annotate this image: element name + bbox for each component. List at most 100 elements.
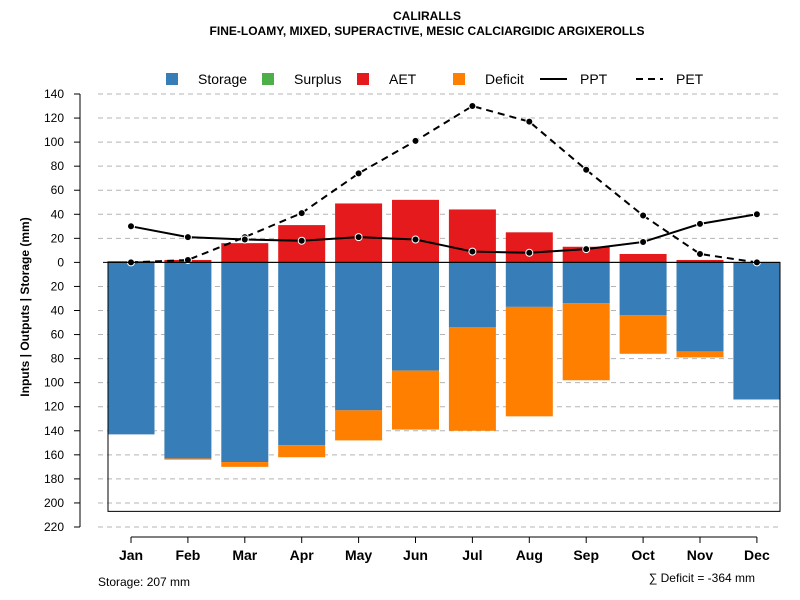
storage-bar-aug	[505, 262, 553, 307]
y-tick-label: 60	[51, 328, 65, 342]
ppt-point-may	[354, 233, 363, 242]
y-tick-label: 140	[44, 424, 64, 438]
ppt-point-aug	[525, 248, 534, 257]
ppt-point-jul	[468, 247, 477, 256]
y-tick-label: 160	[44, 448, 64, 462]
aet-bar-mar	[221, 243, 269, 263]
x-tick-label-sep: Sep	[573, 547, 599, 563]
storage-footer: Storage: 207 mm	[98, 575, 190, 589]
aet-bar-may	[335, 203, 383, 263]
deficit-bar-oct	[619, 315, 667, 354]
x-tick-label-dec: Dec	[744, 547, 770, 563]
y-tick-label: 200	[44, 496, 64, 510]
pet-line	[130, 104, 758, 264]
storage-bar-jan	[107, 262, 155, 435]
storage-bar-nov	[676, 262, 724, 352]
legend-label-aet: AET	[389, 71, 417, 87]
pet-point-jun	[411, 136, 420, 145]
storage-bar-may	[335, 262, 383, 411]
legend-label-storage: Storage	[198, 71, 247, 87]
y-tick-label: 100	[44, 135, 64, 149]
legend-label-surplus: Surplus	[294, 71, 341, 87]
x-tick-label-mar: Mar	[232, 547, 257, 563]
y-tick-label: 120	[44, 111, 64, 125]
ppt-point-jan	[127, 222, 135, 231]
y-tick-label: 120	[44, 400, 64, 414]
ppt-line	[130, 213, 758, 254]
storage-bar-oct	[619, 262, 667, 316]
deficit-bar-apr	[278, 445, 326, 458]
y-tick-label: 0	[57, 255, 64, 269]
y-tick-label: 140	[44, 87, 64, 101]
pet-point-sep	[582, 165, 591, 174]
y-tick-label: 40	[51, 304, 65, 318]
storage-bar-sep	[562, 262, 610, 304]
x-tick-label-jan: Jan	[119, 547, 143, 563]
x-tick-label-aug: Aug	[516, 547, 543, 563]
bar-marks	[107, 199, 781, 467]
x-tick-label-jul: Jul	[462, 547, 482, 563]
chart-subtitle: FINE-LOAMY, MIXED, SUPERACTIVE, MESIC CA…	[210, 24, 645, 38]
storage-bar-apr	[278, 262, 326, 446]
legend-swatch-deficit	[453, 73, 465, 85]
deficit-bar-aug	[505, 306, 553, 417]
x-tick-label-jun: Jun	[403, 547, 428, 563]
ppt-point-dec	[752, 210, 761, 219]
aet-bar-oct	[619, 253, 667, 263]
deficit-bar-sep	[562, 303, 610, 381]
ppt-point-apr	[297, 236, 306, 245]
x-tick-label-feb: Feb	[175, 547, 200, 563]
aet-bar-nov	[676, 259, 724, 263]
legend-label-deficit: Deficit	[485, 71, 524, 87]
ppt-point-mar	[240, 235, 249, 244]
y-tick-label: 100	[44, 376, 64, 390]
y-axis-label: Inputs | Outputs | Storage (mm)	[18, 217, 32, 396]
ppt-point-jun	[411, 235, 420, 244]
x-tick-label-oct: Oct	[631, 547, 655, 563]
y-tick-label: 180	[44, 472, 64, 486]
legend-swatch-storage	[166, 73, 178, 85]
pet-point-oct	[639, 211, 648, 220]
legend-swatch-aet	[357, 73, 369, 85]
legend-swatch-surplus	[262, 73, 274, 85]
aet-bar-aug	[505, 232, 553, 263]
storage-bar-feb	[164, 262, 212, 459]
x-tick-label-apr: Apr	[290, 547, 315, 563]
chart-title: CALIRALLS	[393, 9, 461, 23]
deficit-footer: ∑ Deficit = -364 mm	[649, 571, 755, 585]
ppt-point-oct	[639, 237, 648, 246]
pet-point-aug	[525, 117, 534, 126]
y-tick-label: 20	[51, 231, 65, 245]
legend-label-ppt: PPT	[580, 71, 608, 87]
y-tick-label: 20	[51, 279, 65, 293]
pet-point-feb	[183, 255, 192, 264]
deficit-bar-jun	[392, 370, 439, 430]
deficit-bar-may	[335, 410, 383, 441]
storage-bar-jun	[392, 262, 439, 371]
deficit-bar-jul	[448, 327, 496, 431]
x-tick-label-may: May	[345, 547, 372, 563]
storage-bar-mar	[221, 262, 269, 463]
storage-bar-dec	[733, 262, 781, 400]
deficit-bar-nov	[676, 351, 724, 358]
aet-bar-jun	[392, 199, 439, 263]
line-series	[127, 102, 761, 267]
ppt-point-sep	[582, 245, 591, 254]
legend-label-pet: PET	[676, 71, 704, 87]
deficit-bar-mar	[221, 462, 269, 467]
pet-point-nov	[696, 249, 704, 258]
pet-point-apr	[297, 209, 306, 218]
deficit-bar-feb	[164, 458, 212, 460]
x-tick-label-nov: Nov	[687, 547, 714, 563]
pet-point-may	[354, 169, 363, 178]
y-tick-label: 80	[51, 159, 65, 173]
y-tick-label: 80	[51, 352, 65, 366]
storage-bar-jul	[448, 262, 496, 328]
ppt-point-feb	[183, 233, 192, 242]
y-tick-label: 60	[51, 183, 65, 197]
ppt-point-nov	[696, 219, 704, 228]
y-tick-label: 40	[51, 207, 65, 221]
y-tick-label: 220	[44, 520, 64, 534]
chart-legend: Storage Surplus AET Deficit PPT PET	[166, 71, 704, 87]
